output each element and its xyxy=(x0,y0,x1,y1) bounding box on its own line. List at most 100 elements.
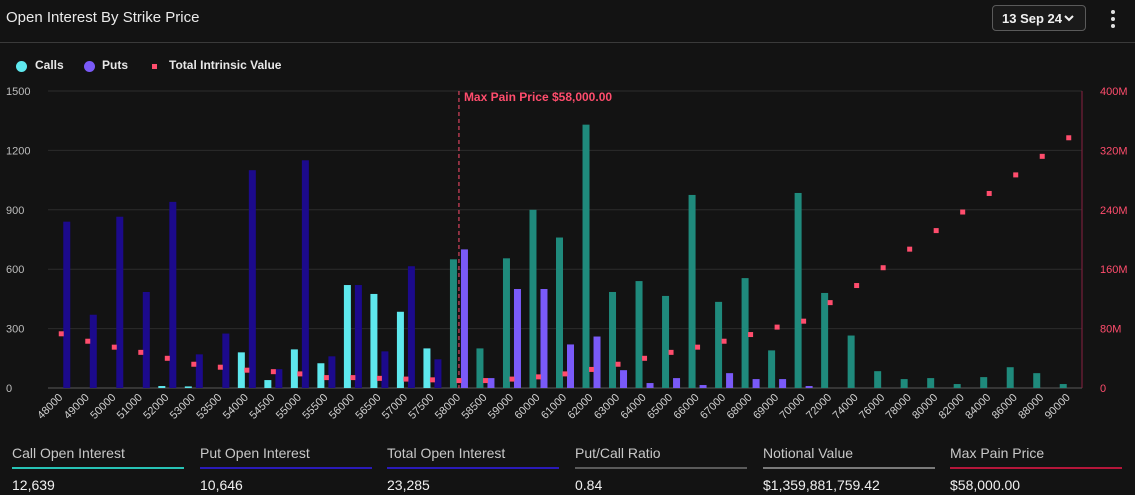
open-interest-chart: 0 300 600 900 1200 1500 0 80M 160M 240M 320M 400M 48… xyxy=(6,86,1128,422)
put-bar xyxy=(275,369,283,388)
call-bar xyxy=(502,258,510,388)
y-tick-label-left: 300 xyxy=(6,324,24,336)
x-tick-label: 49000 xyxy=(62,392,92,422)
call-bar xyxy=(874,371,882,388)
call-bar xyxy=(423,348,431,388)
tiv-point xyxy=(642,355,648,361)
put-bar xyxy=(673,378,681,388)
stat-put-call-ratio: Put/Call Ratio 0.84 xyxy=(575,440,747,495)
tiv-point xyxy=(85,338,91,344)
call-bar xyxy=(768,350,776,388)
call-bar xyxy=(290,349,298,388)
tiv-point xyxy=(482,378,488,384)
y-tick-label-right: 400M xyxy=(1100,86,1128,98)
x-tick-label: 50000 xyxy=(88,392,118,422)
tiv-point xyxy=(244,367,250,373)
tiv-point xyxy=(111,344,117,350)
put-bar xyxy=(567,344,574,388)
x-tick-label: 84000 xyxy=(963,392,993,422)
tiv-point xyxy=(986,190,992,196)
stat-underline xyxy=(763,467,935,469)
call-bar xyxy=(662,295,670,388)
call-bar xyxy=(794,192,802,388)
tiv-point xyxy=(880,265,886,271)
tiv-point xyxy=(615,361,621,367)
more-options-icon[interactable] xyxy=(1105,8,1121,30)
call-bar xyxy=(343,285,351,388)
call-bar xyxy=(1059,384,1067,388)
tiv-point xyxy=(297,371,303,377)
put-bar xyxy=(301,160,309,388)
call-bar xyxy=(529,209,537,388)
chart-header: Open Interest By Strike Price 13 Sep 24 xyxy=(0,0,1135,43)
x-tick-label: 56000 xyxy=(327,392,357,422)
put-bar xyxy=(248,170,256,388)
stat-underline xyxy=(575,467,747,469)
x-tick-label: 69000 xyxy=(751,392,781,422)
call-bar xyxy=(449,259,457,388)
puts-swatch-icon xyxy=(84,61,95,72)
stat-value: $1,359,881,759.42 xyxy=(763,477,880,493)
x-tick-label: 63000 xyxy=(592,392,622,422)
x-tick-label: 70000 xyxy=(778,392,808,422)
x-tick-label: 59000 xyxy=(486,392,516,422)
tiv-point xyxy=(350,375,356,381)
stat-value: $58,000.00 xyxy=(950,477,1021,493)
x-tick-label: 67000 xyxy=(698,392,728,422)
tiv-point xyxy=(695,344,701,350)
tiv-point xyxy=(1039,153,1045,159)
tiv-point xyxy=(933,228,939,234)
y-tick-label-right: 320M xyxy=(1100,145,1128,157)
put-bar xyxy=(407,266,415,388)
tiv-point xyxy=(376,375,382,381)
x-tick-label: 54000 xyxy=(221,392,251,422)
call-bar xyxy=(582,124,590,388)
call-bar xyxy=(609,291,617,388)
x-tick-label: 53500 xyxy=(194,392,224,422)
x-tick-label: 64000 xyxy=(619,392,649,422)
stat-underline xyxy=(200,467,372,469)
tiv-point xyxy=(217,364,223,370)
stat-value: 23,285 xyxy=(387,477,430,493)
y-tick-label-right: 240M xyxy=(1100,205,1128,217)
tiv-point xyxy=(138,349,144,355)
stat-underline xyxy=(950,467,1122,469)
tiv-point xyxy=(323,375,329,381)
expiry-date-dropdown[interactable]: 13 Sep 24 xyxy=(992,5,1086,31)
call-bar xyxy=(1006,367,1014,388)
stat-value: 12,639 xyxy=(12,477,55,493)
tiv-point xyxy=(721,338,727,344)
call-bar xyxy=(237,352,245,388)
put-bar xyxy=(487,378,495,388)
x-tick-label: 57000 xyxy=(380,392,410,422)
x-tick-label: 55500 xyxy=(300,392,330,422)
x-tick-label: 82000 xyxy=(937,392,967,422)
put-bar xyxy=(169,201,177,388)
x-tick-label: 53000 xyxy=(168,392,198,422)
x-tick-label: 88000 xyxy=(1016,392,1046,422)
tiv-point xyxy=(748,332,754,338)
call-bar xyxy=(556,237,563,388)
x-tick-label: 86000 xyxy=(990,392,1020,422)
put-bar xyxy=(646,383,654,388)
x-tick-label: 52000 xyxy=(141,392,171,422)
tiv-point xyxy=(562,371,568,377)
x-tick-label: 58000 xyxy=(433,392,463,422)
y-tick-label-right: 0 xyxy=(1100,383,1106,395)
stat-label: Notional Value xyxy=(763,445,854,461)
call-bar xyxy=(184,386,192,388)
put-bar xyxy=(381,351,389,388)
x-tick-label: 80000 xyxy=(910,392,940,422)
x-tick-label: 60000 xyxy=(512,392,542,422)
stat-value: 0.84 xyxy=(575,477,603,493)
call-bar xyxy=(635,281,643,388)
tiv-point xyxy=(164,355,170,361)
tiv-point xyxy=(668,349,674,355)
stat-label: Put/Call Ratio xyxy=(575,445,661,461)
legend-label-tiv: Total Intrinsic Value xyxy=(169,58,282,72)
put-bar xyxy=(354,285,362,388)
tiv-point xyxy=(774,324,780,330)
tiv-point xyxy=(801,318,807,324)
call-bar xyxy=(264,380,272,388)
x-tick-label: 48000 xyxy=(35,392,65,422)
